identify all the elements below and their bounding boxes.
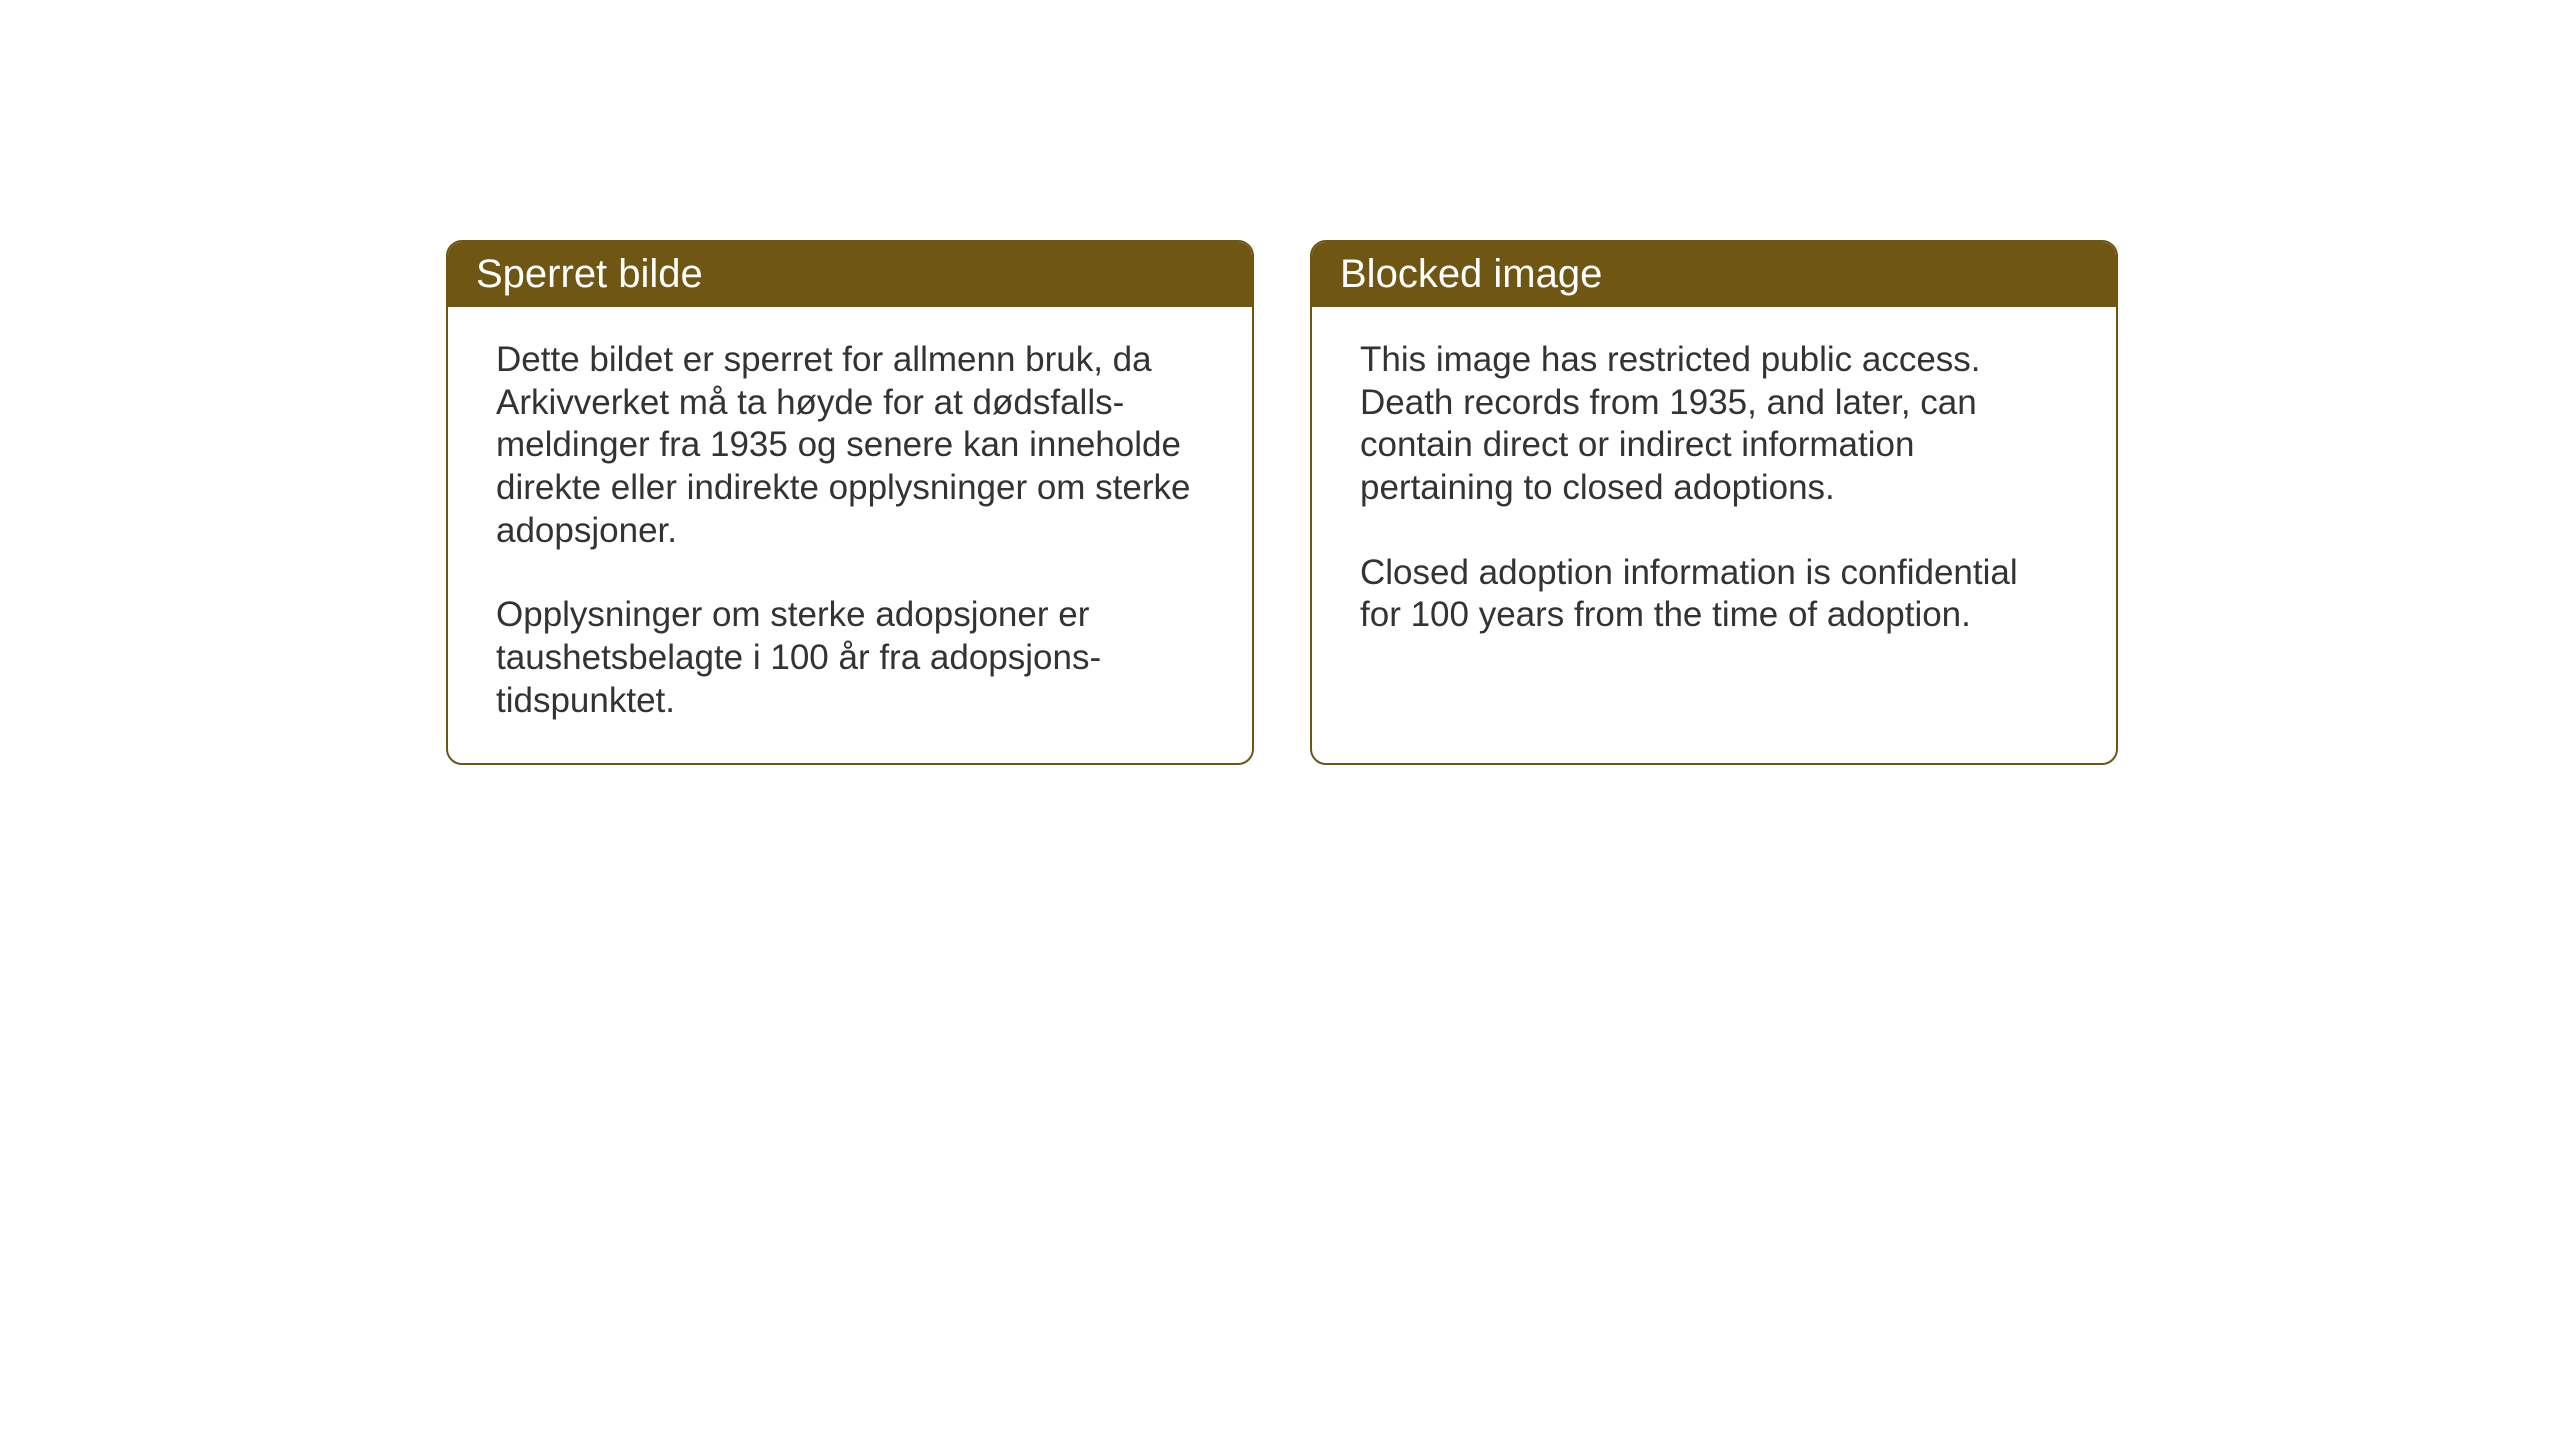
norwegian-card-body: Dette bildet er sperret for allmenn bruk… <box>448 307 1252 763</box>
english-card-title: Blocked image <box>1312 242 2116 307</box>
english-card-body: This image has restricted public access.… <box>1312 307 2116 677</box>
english-notice-card: Blocked image This image has restricted … <box>1310 240 2118 765</box>
english-para-2: Closed adoption information is confident… <box>1360 552 2068 637</box>
norwegian-card-title: Sperret bilde <box>448 242 1252 307</box>
norwegian-para-2: Opplysninger om sterke adopsjoner er tau… <box>496 594 1204 722</box>
norwegian-notice-card: Sperret bilde Dette bildet er sperret fo… <box>446 240 1254 765</box>
english-para-1: This image has restricted public access.… <box>1360 339 2068 510</box>
norwegian-para-1: Dette bildet er sperret for allmenn bruk… <box>496 339 1204 552</box>
notice-container: Sperret bilde Dette bildet er sperret fo… <box>446 240 2118 765</box>
